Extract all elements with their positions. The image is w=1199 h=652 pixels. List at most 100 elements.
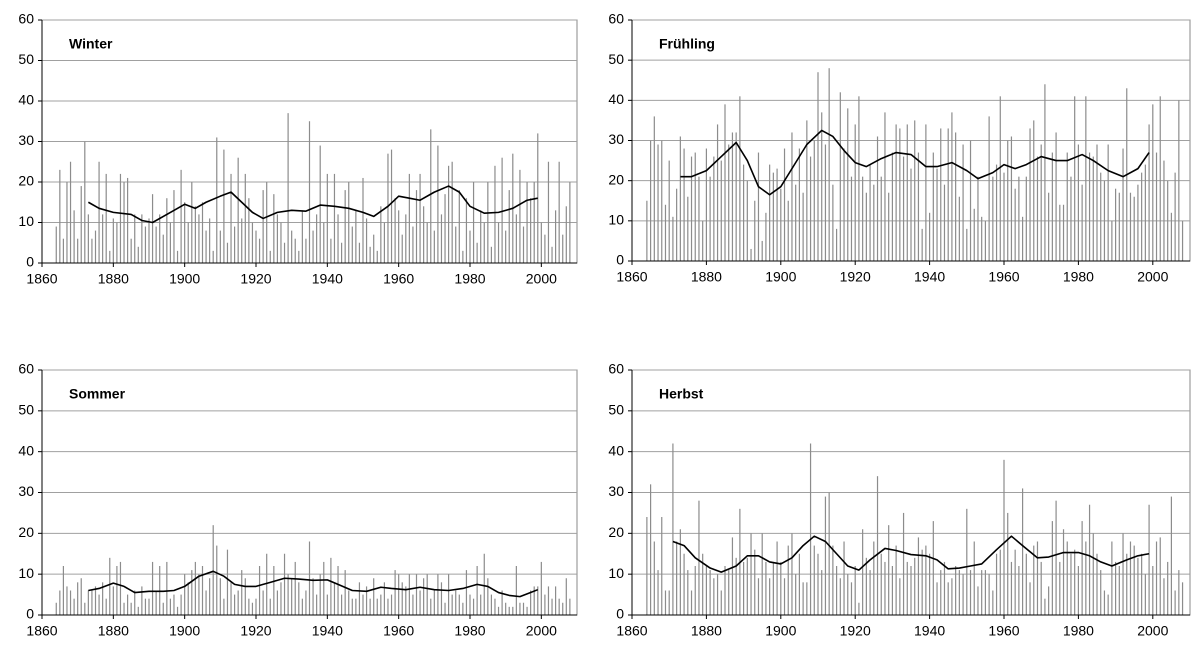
x-tick-label: 1860 [26, 623, 57, 639]
bar [1170, 212, 1172, 261]
bar [880, 176, 882, 261]
bar [280, 222, 282, 263]
y-tick-label: 10 [608, 212, 624, 228]
bar [731, 537, 734, 615]
bar [932, 521, 934, 615]
bar [1181, 220, 1184, 261]
bar [735, 132, 737, 261]
bar [951, 112, 953, 261]
bar [1007, 140, 1009, 261]
bar [795, 184, 797, 261]
bar [888, 525, 890, 615]
bar [955, 132, 957, 261]
bar [383, 582, 385, 615]
bar [1088, 504, 1091, 615]
bar [376, 598, 378, 615]
bar [544, 594, 546, 615]
bar [355, 210, 357, 263]
y-tick-label: 0 [616, 252, 624, 268]
bar [426, 222, 428, 263]
y-tick-label: 60 [608, 361, 624, 377]
bar [433, 230, 435, 263]
bar [899, 578, 901, 615]
bar [1085, 541, 1087, 615]
bar [672, 443, 674, 615]
bar [184, 202, 186, 263]
y-tick-label: 30 [18, 483, 34, 499]
bar [337, 566, 339, 615]
bar [555, 210, 557, 263]
y-tick-label: 40 [608, 442, 624, 458]
bar [241, 218, 243, 263]
bar [130, 238, 132, 263]
bar [522, 226, 525, 263]
bar [1055, 500, 1057, 615]
bar [754, 549, 756, 615]
bar [176, 250, 179, 263]
bar [294, 561, 296, 615]
bar [358, 242, 361, 263]
x-tick-label: 2000 [526, 271, 557, 287]
bar [483, 553, 485, 615]
y-tick-label: 50 [18, 51, 34, 67]
bar [451, 594, 453, 615]
bar [836, 566, 838, 615]
bar [390, 149, 393, 263]
bar [119, 561, 122, 615]
bar [137, 246, 139, 263]
x-tick-label: 1940 [914, 623, 945, 639]
bar [1111, 220, 1113, 261]
bar [358, 582, 361, 615]
bar [1137, 184, 1139, 261]
bar [201, 566, 204, 615]
bar [141, 214, 143, 263]
bar [537, 586, 539, 615]
bar [201, 202, 204, 263]
bar [219, 578, 221, 615]
bar [127, 177, 129, 263]
bar [301, 210, 303, 263]
bar [1014, 188, 1016, 261]
bar [144, 598, 147, 615]
bar [1066, 152, 1068, 261]
bar [219, 230, 221, 263]
bar [526, 182, 528, 263]
x-tick-label: 1960 [383, 271, 414, 287]
bar [1074, 549, 1076, 615]
bar [176, 606, 179, 615]
bar [109, 250, 111, 263]
bar [780, 561, 782, 615]
bar [173, 594, 175, 615]
bar [551, 598, 553, 615]
bar [376, 250, 378, 263]
bar [1159, 537, 1161, 615]
bar [244, 173, 246, 263]
bar [947, 582, 949, 615]
bar [873, 541, 875, 615]
bar [802, 582, 804, 615]
trend-line [87, 185, 538, 224]
x-tick-label: 1940 [312, 623, 343, 639]
bar [508, 190, 510, 263]
bar [955, 566, 957, 615]
bar [94, 230, 97, 263]
bar [839, 578, 841, 615]
bar [287, 113, 289, 264]
bar [237, 157, 239, 263]
bar [731, 132, 734, 261]
bar [348, 590, 350, 615]
bar [87, 214, 89, 263]
x-tick-label: 1900 [765, 269, 796, 285]
bar [940, 570, 942, 615]
bar [305, 238, 307, 263]
bar [148, 218, 150, 263]
bar [323, 222, 325, 263]
bar [283, 242, 286, 263]
bar [1133, 196, 1135, 261]
bar [351, 598, 353, 615]
bar [1155, 541, 1158, 615]
bar [266, 553, 268, 615]
bar [255, 230, 257, 263]
bar [341, 594, 343, 615]
bar [694, 152, 696, 261]
